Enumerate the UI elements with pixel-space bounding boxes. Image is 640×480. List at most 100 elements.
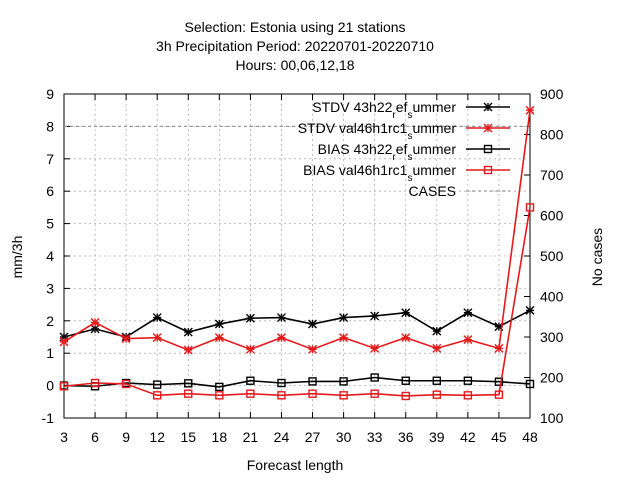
y-tick-label: 9 [46, 86, 54, 102]
data-point [494, 377, 504, 386]
legend-label: BIAS 43h22refsummer [318, 141, 457, 163]
data-point [277, 378, 286, 388]
y2-axis-ticks: 100 200 300 400 500 600 700 800 900 [524, 86, 564, 426]
data-point [121, 334, 131, 344]
y2-axis-label: No cases [589, 228, 605, 286]
y-tick-label: 8 [46, 118, 54, 134]
x-tick-label: 6 [91, 429, 99, 445]
grid-lines [64, 94, 530, 418]
data-point [245, 344, 255, 354]
x-tick-label: 18 [212, 429, 228, 445]
y-tick-label: 7 [46, 151, 54, 167]
series-3 [59, 203, 535, 401]
data-point [308, 319, 318, 329]
data-point [308, 344, 318, 354]
y2-tick-label: 400 [540, 289, 564, 305]
data-point [152, 380, 162, 389]
x-axis-ticks: 3 6 9 12 15 18 21 24 27 30 33 36 39 42 45 48 [60, 94, 538, 445]
data-point [215, 391, 224, 400]
data-point [121, 379, 131, 389]
data-point [525, 379, 535, 389]
data-point [494, 343, 504, 353]
x-tick-label: 33 [367, 429, 383, 445]
data-point [152, 391, 162, 400]
data-point [432, 326, 442, 336]
x-tick-label: 48 [522, 429, 538, 445]
data-point [432, 390, 441, 399]
data-point [525, 203, 535, 212]
y2-tick-label: 500 [540, 248, 564, 264]
y-tick-label: 6 [46, 183, 54, 199]
x-axis-label: Forecast length [247, 457, 344, 473]
y2-tick-label: 100 [540, 410, 564, 426]
y-tick-label: 2 [46, 313, 54, 329]
data-point [246, 389, 255, 398]
data-point [463, 391, 473, 400]
data-point [483, 144, 493, 154]
y-axis-ticks: -1 0 1 2 3 4 5 6 7 8 9 [42, 86, 70, 426]
data-point [401, 333, 411, 343]
x-tick-label: 45 [491, 429, 507, 445]
data-point [215, 382, 224, 392]
data-point [152, 313, 162, 323]
data-point [401, 308, 411, 318]
data-point [59, 337, 69, 347]
data-point [525, 105, 535, 115]
x-tick-label: 36 [398, 429, 414, 445]
y-axis-label: mm/3h [9, 236, 25, 279]
x-tick-label: 12 [149, 429, 165, 445]
y2-tick-label: 900 [540, 86, 564, 102]
legend-label: STDV 43h22refsummer [312, 99, 456, 121]
series-line [63, 110, 531, 351]
x-tick-label: 24 [274, 429, 290, 445]
data-point [339, 377, 348, 386]
data-point [339, 333, 349, 343]
data-point [184, 379, 193, 388]
y2-tick-label: 300 [540, 329, 564, 345]
data-point [339, 313, 349, 323]
chart-title: Selection: Estonia using 21 stations 3h … [156, 19, 434, 73]
y-tick-label: 4 [46, 248, 54, 264]
title-line-3: Hours: 00,06,12,18 [235, 57, 354, 73]
data-point [483, 123, 493, 133]
title-line-2: 3h Precipitation Period: 20220701-202207… [156, 38, 434, 54]
y-tick-label: -1 [42, 410, 55, 426]
data-point [59, 382, 69, 391]
y-tick-label: 5 [46, 216, 54, 232]
series-2 [59, 373, 535, 392]
data-point [246, 376, 255, 385]
data-point [483, 165, 493, 175]
y2-tick-label: 200 [540, 370, 564, 386]
data-point [463, 376, 473, 385]
y2-tick-label: 600 [540, 208, 564, 224]
data-point [432, 343, 442, 353]
data-series [59, 105, 535, 401]
x-tick-label: 30 [336, 429, 352, 445]
x-tick-label: 3 [60, 429, 68, 445]
x-tick-label: 39 [429, 429, 445, 445]
data-point [370, 343, 380, 353]
data-point [152, 333, 162, 343]
data-point [276, 333, 286, 343]
legend-label: BIAS val46h1rc1summer [303, 162, 456, 184]
x-tick-label: 42 [460, 429, 476, 445]
data-point [308, 377, 317, 386]
data-point [370, 311, 380, 321]
y-tick-label: 3 [46, 280, 54, 296]
data-point [183, 327, 193, 337]
data-point [339, 391, 348, 400]
data-point [483, 102, 493, 112]
x-tick-label: 21 [243, 429, 259, 445]
data-point [494, 390, 504, 399]
data-point [370, 373, 379, 382]
data-point [90, 317, 100, 327]
legend-label: STDV val46h1rc1summer [298, 120, 457, 142]
data-point [370, 389, 379, 398]
data-point [183, 345, 193, 355]
series-line [63, 207, 531, 397]
series-0 [59, 305, 535, 342]
y2-tick-label: 700 [540, 167, 564, 183]
data-point [214, 333, 224, 343]
data-point [277, 391, 286, 400]
